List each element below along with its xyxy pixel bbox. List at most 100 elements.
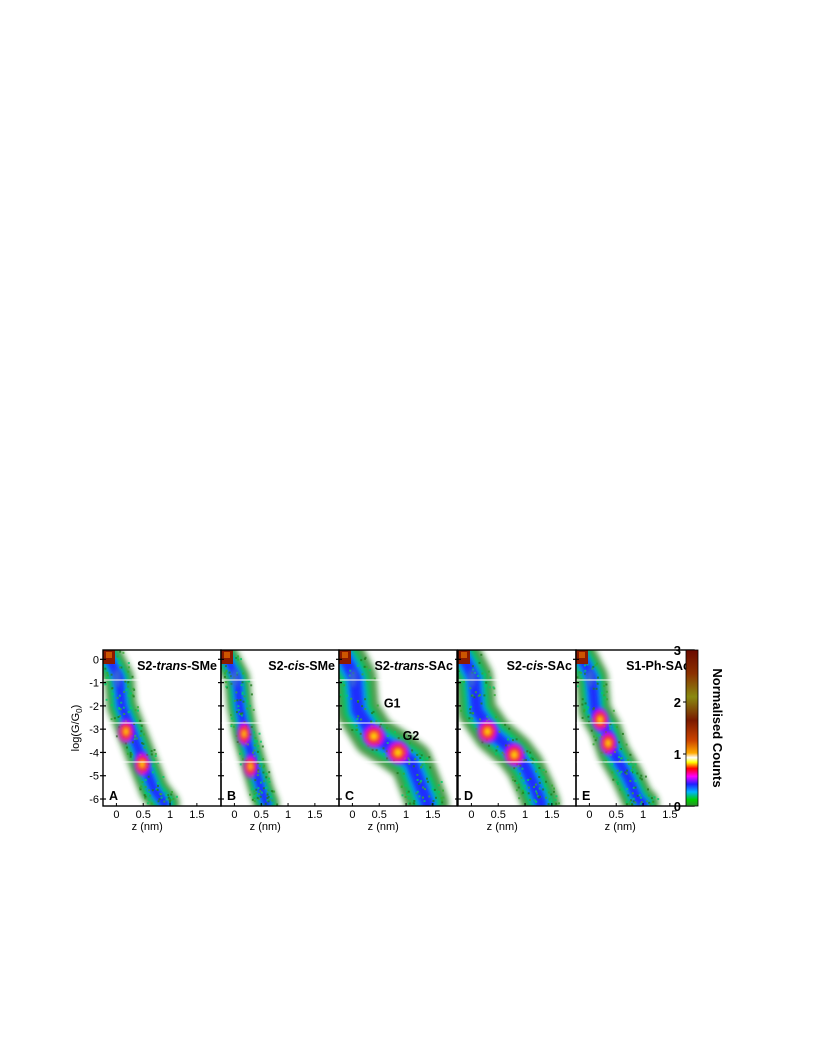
density-speck xyxy=(504,744,507,747)
hotspot-yellow xyxy=(123,726,130,736)
density-speck xyxy=(119,650,122,653)
density-speck xyxy=(249,793,252,796)
density-speck xyxy=(646,800,649,803)
density-speck xyxy=(474,691,477,694)
x-tick-label: 0 xyxy=(113,809,119,821)
density-speck xyxy=(252,751,254,754)
density-speck xyxy=(407,793,410,796)
density-speck xyxy=(471,717,474,720)
density-speck xyxy=(408,742,411,745)
density-speck xyxy=(639,777,642,780)
density-speck xyxy=(105,676,108,679)
density-speck xyxy=(583,708,586,711)
density-speck xyxy=(435,796,437,799)
density-speck xyxy=(105,698,108,701)
density-speck xyxy=(125,688,128,691)
density-speck xyxy=(440,797,443,799)
density-speck xyxy=(250,726,253,728)
density-speck xyxy=(584,664,586,667)
density-speck xyxy=(383,753,386,755)
density-speck xyxy=(154,752,157,755)
density-speck xyxy=(134,709,137,712)
y-tick-label: -5 xyxy=(89,771,99,783)
density-speck xyxy=(267,795,270,798)
density-speck xyxy=(146,802,149,805)
density-speck xyxy=(240,684,243,687)
density-speck xyxy=(263,780,265,783)
density-speck xyxy=(230,675,232,678)
density-speck xyxy=(583,710,586,713)
density-speck xyxy=(249,704,252,707)
density-speck xyxy=(418,795,421,798)
density-speck xyxy=(375,749,378,752)
x-tick-label: 1.5 xyxy=(189,809,204,821)
density-speck xyxy=(469,711,472,714)
density-speck xyxy=(472,712,475,715)
density-speck xyxy=(237,705,240,708)
density-speck xyxy=(640,774,643,777)
hotspot-yellow xyxy=(604,738,612,748)
density-speck xyxy=(255,788,258,791)
density-speck xyxy=(534,783,537,786)
density-speck xyxy=(253,755,256,758)
density-speck xyxy=(104,667,107,670)
density-speck xyxy=(512,779,515,782)
density-speck xyxy=(648,801,651,804)
density-speck xyxy=(140,724,143,727)
density-speck xyxy=(514,779,517,782)
density-speck xyxy=(131,694,134,697)
density-speck xyxy=(576,685,579,688)
density-speck xyxy=(364,656,367,659)
density-speck xyxy=(485,684,488,687)
density-speck xyxy=(536,792,538,795)
density-speck xyxy=(416,779,419,781)
density-speck xyxy=(106,671,109,674)
x-tick-label: 1.5 xyxy=(307,809,322,821)
density-speck xyxy=(634,801,637,804)
density-speck xyxy=(437,784,440,787)
density-speck xyxy=(361,673,364,676)
density-speck xyxy=(254,779,257,782)
x-tick-label: 1 xyxy=(640,809,646,821)
density-speck xyxy=(265,772,268,775)
density-speck xyxy=(341,677,344,680)
density-speck xyxy=(242,700,245,703)
density-speck xyxy=(518,775,521,778)
density-speck xyxy=(415,792,418,795)
density-speck xyxy=(248,680,251,683)
density-speck xyxy=(578,671,581,674)
density-speck xyxy=(554,798,557,801)
density-speck xyxy=(148,756,150,759)
density-speck xyxy=(137,709,139,712)
density-speck xyxy=(416,790,419,793)
density-speck xyxy=(259,781,262,784)
density-speck xyxy=(418,760,421,763)
density-speck xyxy=(224,672,227,675)
x-tick-label: 1.5 xyxy=(544,809,559,821)
density-speck xyxy=(266,799,269,802)
density-speck xyxy=(268,798,271,801)
density-speck xyxy=(404,796,407,798)
density-speck xyxy=(357,700,359,703)
density-speck xyxy=(617,782,620,785)
density-speck xyxy=(479,718,482,721)
density-speck xyxy=(538,776,541,778)
density-speck xyxy=(424,788,426,791)
density-speck xyxy=(250,693,253,696)
density-speck xyxy=(515,738,518,741)
density-speck xyxy=(489,676,492,679)
density-speck xyxy=(442,796,445,799)
density-speck xyxy=(533,799,536,802)
density-speck xyxy=(417,782,420,785)
density-speck xyxy=(241,691,244,694)
density-speck xyxy=(257,757,260,760)
density-speck xyxy=(339,695,341,698)
density-speck xyxy=(142,733,145,736)
density-speck xyxy=(270,790,273,793)
panel-title-part: -SAc xyxy=(425,659,454,673)
density-speck xyxy=(122,651,125,654)
density-speck xyxy=(480,702,483,705)
density-speck xyxy=(144,797,147,800)
density-speck xyxy=(428,795,431,798)
